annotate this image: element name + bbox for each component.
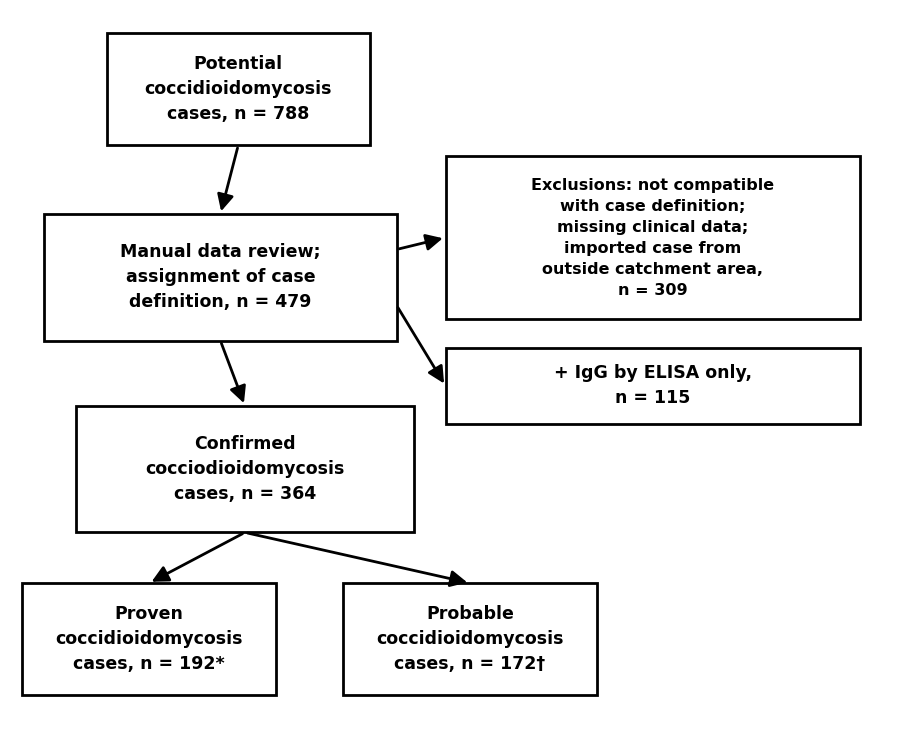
FancyBboxPatch shape <box>76 406 414 532</box>
Text: Proven
coccidioidomycosis
cases, n = 192*: Proven coccidioidomycosis cases, n = 192… <box>55 605 243 673</box>
FancyBboxPatch shape <box>343 583 597 695</box>
FancyBboxPatch shape <box>44 214 397 340</box>
FancyBboxPatch shape <box>446 348 860 424</box>
Text: Potential
coccidioidomycosis
cases, n = 788: Potential coccidioidomycosis cases, n = … <box>145 55 332 123</box>
Text: Manual data review;
assignment of case
definition, n = 479: Manual data review; assignment of case d… <box>120 243 320 311</box>
FancyBboxPatch shape <box>22 583 276 695</box>
FancyBboxPatch shape <box>107 33 370 145</box>
FancyBboxPatch shape <box>446 156 860 319</box>
Text: Probable
coccidioidomycosis
cases, n = 172†: Probable coccidioidomycosis cases, n = 1… <box>376 605 563 673</box>
Text: Confirmed
cocciodioidomycosis
cases, n = 364: Confirmed cocciodioidomycosis cases, n =… <box>145 435 345 503</box>
Text: + IgG by ELISA only,
n = 115: + IgG by ELISA only, n = 115 <box>554 365 752 408</box>
Text: Exclusions: not compatible
with case definition;
missing clinical data;
imported: Exclusions: not compatible with case def… <box>531 178 774 297</box>
